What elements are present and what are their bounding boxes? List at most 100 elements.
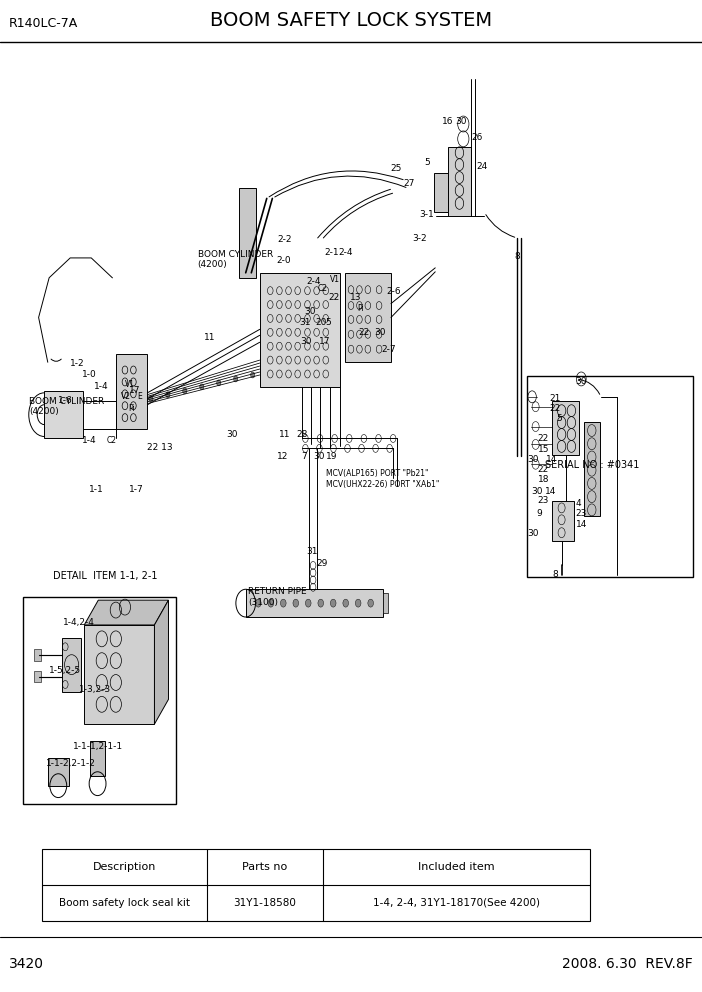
Text: 1-4: 1-4 [82,435,97,445]
Circle shape [318,599,324,607]
Text: RETURN PIPE
(3100): RETURN PIPE (3100) [248,587,307,607]
Bar [34,671,41,682]
Circle shape [331,599,336,607]
Text: 1-0: 1-0 [82,370,97,380]
Text: 2-7: 2-7 [381,344,396,354]
Text: 11: 11 [204,332,215,342]
Text: 30: 30 [456,116,467,126]
Text: 1-4,2-4: 1-4,2-4 [63,618,95,628]
Text: 2-0: 2-0 [276,256,291,266]
Bar [448,147,471,216]
Text: E: E [137,392,142,402]
Bar [42,849,590,921]
Bar [90,741,105,776]
Bar [84,625,154,724]
Text: 17: 17 [319,336,331,346]
Text: BOOM CYLINDER
(4200): BOOM CYLINDER (4200) [197,250,273,270]
Bar [23,597,176,804]
Text: 2-4: 2-4 [338,248,353,258]
Circle shape [166,392,170,398]
Text: 2008. 6.30  REV.8F: 2008. 6.30 REV.8F [562,957,693,971]
Text: Pi: Pi [357,304,364,313]
Bar [239,188,256,278]
Text: 13: 13 [350,293,361,303]
Text: 11: 11 [279,430,290,439]
Text: 18: 18 [538,474,549,484]
Text: 30: 30 [531,486,543,496]
Circle shape [234,376,238,382]
Text: 21: 21 [549,394,560,404]
Text: 3420: 3420 [9,957,44,971]
Text: 1-4: 1-4 [94,382,109,392]
Text: Boom safety lock seal kit: Boom safety lock seal kit [59,898,190,908]
Text: 23: 23 [576,509,587,519]
Text: Included item: Included item [418,862,495,872]
Text: 17: 17 [128,386,140,396]
Text: 22: 22 [358,327,369,337]
Bar [584,422,600,516]
Bar [62,638,81,692]
Text: 31: 31 [299,317,310,327]
Bar [260,273,340,387]
Text: 2-4: 2-4 [306,277,321,287]
Text: 25: 25 [390,164,402,174]
Circle shape [251,372,255,378]
Text: 30: 30 [227,430,238,439]
Text: 1-1-2,2-1-2: 1-1-2,2-1-2 [46,759,96,769]
Circle shape [256,599,261,607]
Polygon shape [84,600,168,625]
Text: 2-6: 2-6 [387,287,402,297]
Text: 30: 30 [527,454,538,464]
Text: Pi: Pi [128,404,135,414]
Circle shape [343,599,348,607]
Text: 2-2: 2-2 [277,234,292,244]
Text: 5: 5 [557,414,562,424]
Text: 1-1-1,2-1-1: 1-1-1,2-1-1 [73,742,123,752]
Text: 29: 29 [317,558,328,568]
Text: 22 13: 22 13 [147,442,173,452]
Text: BOOM CYLINDER
(4200): BOOM CYLINDER (4200) [29,397,105,417]
Text: 9: 9 [536,509,542,519]
Polygon shape [154,600,168,724]
Text: 27: 27 [403,179,414,188]
Text: 30: 30 [300,336,312,346]
Circle shape [268,599,274,607]
Text: 14: 14 [546,454,557,464]
Text: 8: 8 [552,569,558,579]
Text: 1-5,2-5: 1-5,2-5 [49,666,81,676]
Text: V1: V1 [125,380,135,390]
Text: 30: 30 [374,327,385,337]
Circle shape [149,396,153,402]
Text: SERIAL NO : #0341: SERIAL NO : #0341 [545,460,639,470]
Text: BOOM SAFETY LOCK SYSTEM: BOOM SAFETY LOCK SYSTEM [210,11,492,31]
Text: 2-1: 2-1 [324,248,339,258]
Text: R140LC-7A: R140LC-7A [9,17,79,31]
Bar [527,376,693,577]
Circle shape [368,599,373,607]
Text: 22: 22 [329,293,340,303]
Text: C2: C2 [107,435,117,445]
Text: 3-2: 3-2 [413,233,428,243]
Text: Parts no: Parts no [242,862,288,872]
Text: 5: 5 [424,158,430,168]
Circle shape [293,599,298,607]
Text: 1-6: 1-6 [58,396,72,406]
Text: 14: 14 [576,520,587,530]
Text: 30: 30 [313,451,324,461]
Text: 28: 28 [296,430,307,439]
Bar [246,589,383,617]
Text: 7: 7 [301,451,307,461]
Bar [383,593,388,613]
Text: Description: Description [93,862,157,872]
Bar [48,758,69,786]
Bar [34,649,41,661]
Text: 5: 5 [326,317,331,327]
Text: 15: 15 [538,444,549,454]
Text: 30: 30 [576,377,587,387]
Text: C2: C2 [317,284,327,294]
Text: 26: 26 [471,133,482,143]
Bar [116,354,147,429]
Text: 19: 19 [326,451,338,461]
Text: 1-2: 1-2 [69,358,84,368]
Text: 22: 22 [538,434,549,443]
